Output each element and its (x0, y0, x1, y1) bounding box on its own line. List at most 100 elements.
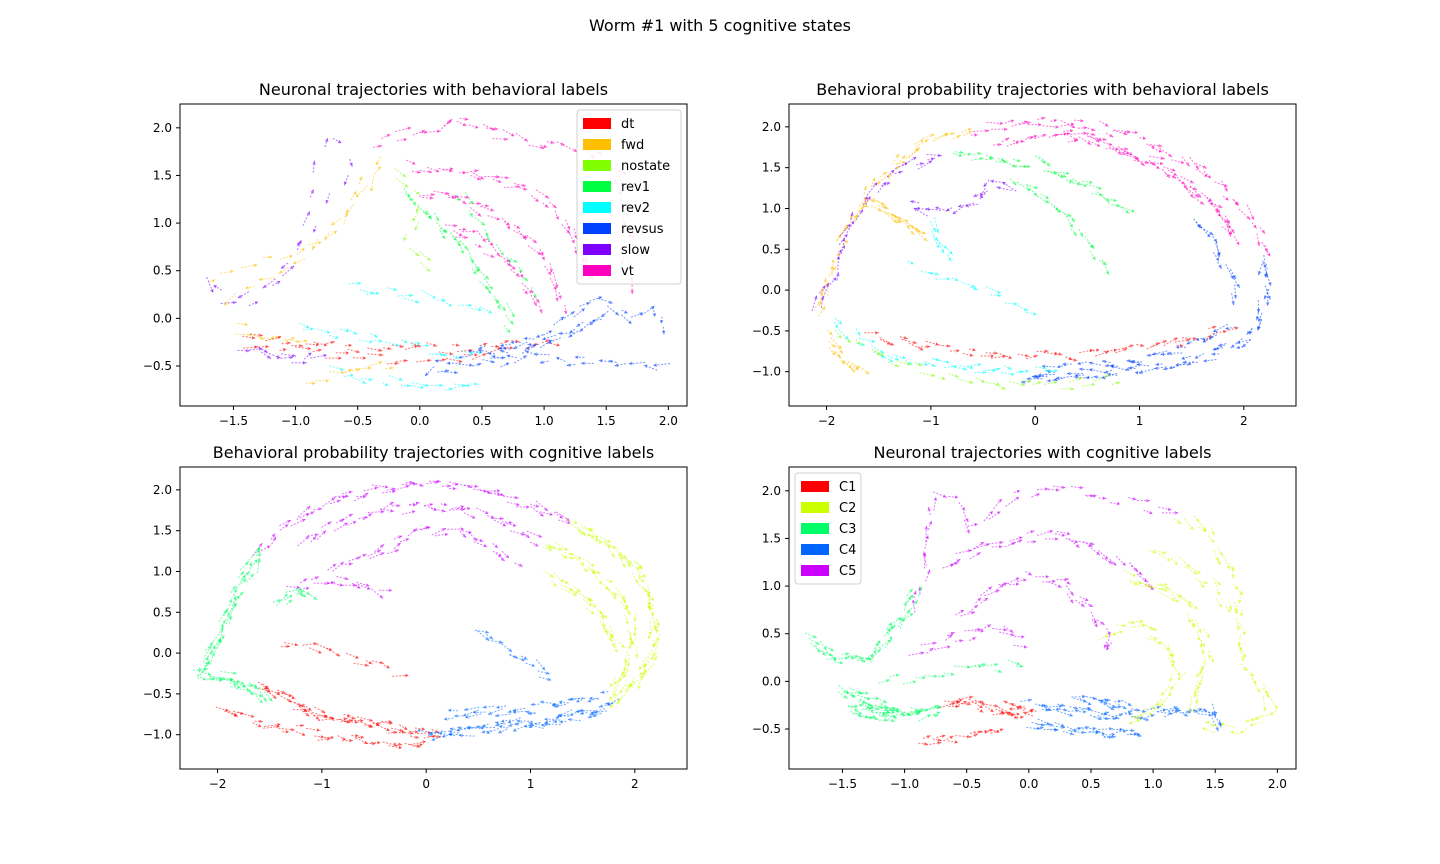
trajectory-arrow (1118, 344, 1134, 351)
trajectory-arrow (513, 224, 521, 230)
trajectory-arrow (530, 286, 537, 299)
trajectory-arrow (258, 277, 275, 281)
trajectory-arrowhead (448, 729, 452, 734)
trajectory-arrow (832, 349, 842, 358)
y-tick-label: 0.0 (762, 674, 781, 688)
trajectory-arrowhead (1181, 356, 1186, 360)
trajectory-arrowhead (1274, 705, 1278, 710)
trajectory-arrow (847, 214, 853, 230)
trajectory-arrowhead (821, 285, 826, 290)
trajectory-arrow (1192, 702, 1199, 713)
trajectory-arrow (527, 245, 542, 256)
series-fwd (862, 196, 928, 242)
trajectory-arrowhead (291, 695, 296, 700)
trajectory-arrow (438, 732, 446, 735)
trajectory-arrowhead (553, 582, 557, 587)
trajectory-arrowhead (1046, 162, 1051, 167)
trajectory-arrow (908, 146, 921, 159)
trajectory-arrow (294, 346, 312, 350)
trajectory-arrowhead (316, 728, 321, 732)
trajectory-arrow (494, 298, 501, 310)
trajectory-arrowhead (1186, 340, 1191, 345)
trajectory-arrowhead (1069, 223, 1073, 228)
trajectory-arrowhead (579, 327, 584, 332)
trajectory-arrow (1136, 344, 1145, 347)
trajectory-arrowhead (1187, 600, 1192, 604)
trajectory-arrow (1121, 699, 1132, 707)
trajectory-arrow (651, 649, 653, 661)
trajectory-arrow (1086, 135, 1103, 141)
trajectory-arrow (866, 703, 884, 709)
trajectory-arrowhead (210, 288, 214, 293)
trajectory-arrow (510, 258, 518, 264)
trajectory-arrowhead (1004, 127, 1008, 132)
trajectory-arrow (850, 211, 854, 221)
trajectory-arrow (1147, 585, 1165, 591)
trajectory-arrowhead (378, 360, 383, 365)
trajectory-arrow (984, 589, 1000, 597)
trajectory-arrow (828, 266, 837, 277)
trajectory-arrowhead (494, 721, 499, 725)
trajectory-arrowhead (998, 669, 1003, 673)
trajectory-arrowhead (396, 542, 401, 547)
series-C3 (878, 659, 1024, 685)
trajectory-arrowhead (1066, 213, 1071, 217)
trajectory-arrow (1138, 585, 1155, 589)
trajectory-arrowhead (249, 691, 254, 696)
trajectory-arrowhead (1061, 725, 1066, 729)
trajectory-arrow (551, 580, 558, 588)
trajectory-arrow (416, 359, 432, 363)
trajectory-arrowhead (935, 206, 939, 211)
trajectory-arrowhead (212, 646, 217, 650)
trajectory-arrowhead (859, 703, 864, 708)
trajectory-arrow (998, 706, 1013, 715)
trajectory-arrowhead (1056, 364, 1061, 369)
trajectory-arrow (412, 198, 416, 207)
trajectory-arrowhead (961, 506, 966, 511)
trajectory-arrowhead (424, 130, 429, 135)
trajectory-arrow (408, 481, 424, 487)
series-rev2 (833, 317, 1059, 376)
trajectory-arrowhead (470, 259, 474, 264)
x-tick-label: −0.5 (952, 777, 981, 791)
trajectory-arrowhead (898, 170, 903, 175)
trajectory-arrow (621, 309, 629, 314)
trajectory-arrowhead (989, 708, 994, 713)
trajectory-arrowhead (1119, 727, 1124, 732)
trajectory-arrowhead (472, 229, 477, 234)
trajectory-arrowhead (927, 507, 932, 511)
trajectory-arrowhead (956, 349, 960, 353)
trajectory-arrowhead (841, 245, 846, 250)
trajectory-arrow (276, 593, 289, 607)
trajectory-arrowhead (317, 650, 322, 654)
trajectory-arrowhead (1061, 703, 1066, 707)
trajectory-arrowhead (969, 380, 974, 384)
trajectory-arrowhead (941, 734, 946, 739)
trajectory-arrow (1210, 724, 1222, 728)
trajectory-arrowhead (610, 704, 614, 709)
trajectory-arrowhead (1129, 344, 1134, 348)
trajectory-arrowhead (608, 579, 613, 583)
trajectory-arrowhead (1021, 382, 1026, 387)
trajectory-arrowhead (305, 586, 310, 591)
trajectory-arrow (349, 158, 353, 167)
trajectory-arrow (899, 617, 905, 629)
x-tick-label: −2 (818, 414, 836, 428)
trajectory-arrowhead (490, 515, 495, 519)
legend-swatch (801, 481, 829, 492)
trajectory-arrowhead (648, 607, 652, 611)
trajectory-arrow (209, 675, 226, 680)
series-C5 (911, 485, 1179, 613)
plot-area (804, 485, 1279, 746)
trajectory-arrow (926, 741, 942, 746)
trajectory-arrowhead (1216, 208, 1220, 213)
trajectory-arrowhead (611, 643, 616, 648)
trajectory-arrowhead (1208, 713, 1213, 717)
plot-area (811, 116, 1272, 391)
trajectory-arrowhead (1169, 678, 1173, 682)
trajectory-arrowhead (355, 193, 360, 198)
trajectory-arrow (554, 703, 567, 708)
trajectory-arrow (866, 181, 878, 196)
trajectory-arrow (1151, 340, 1168, 348)
trajectory-arrowhead (207, 672, 212, 676)
